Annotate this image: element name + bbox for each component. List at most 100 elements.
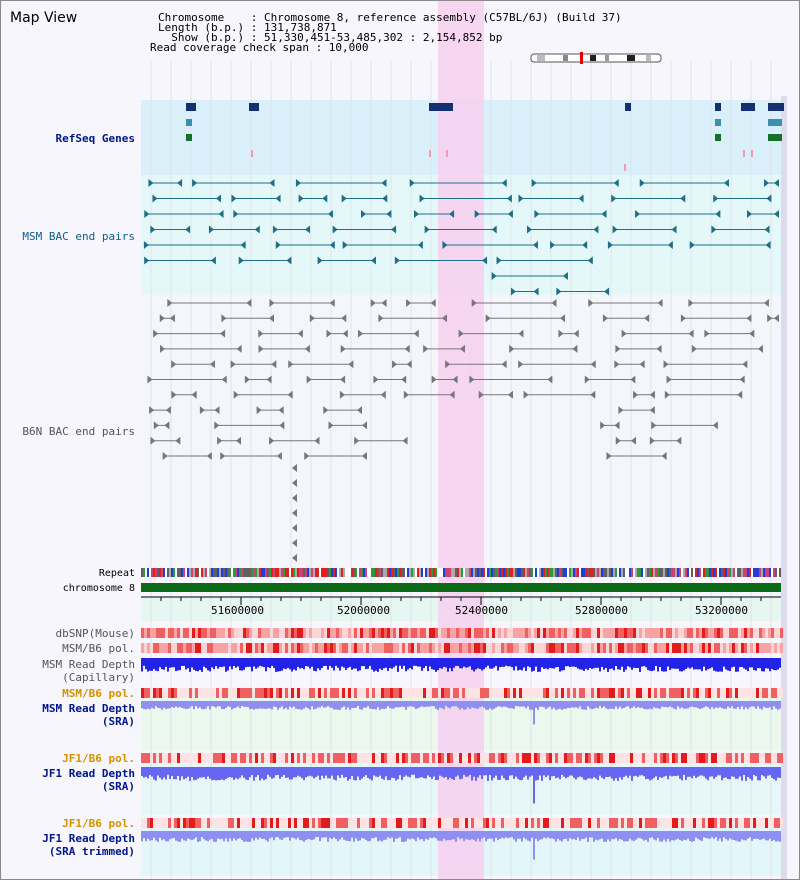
msm-capillary-depth-bar: [511, 658, 513, 668]
msm-sra-depth-bar: [589, 701, 591, 709]
jf1-sra-depth-bar: [369, 767, 371, 780]
jf1-b6-pol-trimmed-heat: [450, 818, 453, 828]
jf1-b6-pol-trimmed-heat: [342, 818, 345, 828]
msm-capillary-depth-bar: [233, 658, 235, 666]
jf1-sra-depth-bar: [571, 767, 573, 776]
msm-capillary-depth-bar: [417, 658, 419, 667]
msm-sra-depth-bar: [389, 701, 391, 709]
dbsnp-heat: [450, 628, 453, 638]
jf1-b6-pol-heat: [531, 753, 534, 763]
refseq-transcript: [186, 119, 192, 126]
msm-capillary-depth-bar: [389, 658, 391, 668]
jf1-b6-pol-heat: [714, 753, 717, 763]
msm-b6-pol-heat: [462, 643, 465, 653]
msm-capillary-depth-bar: [407, 658, 409, 670]
jf1-trimmed-depth-bar: [489, 831, 491, 839]
msm-bac-pair-end: [533, 287, 539, 296]
jf1-trimmed-depth-bar: [267, 831, 269, 842]
track-label-msm-b6-pol-1[interactable]: MSM/B6 pol.: [62, 642, 135, 655]
track-label-jf1-read-depth-trimmed[interactable]: JF1 Read Depth: [42, 832, 135, 845]
b6n-bac-pair-end: [767, 314, 773, 323]
msm-sra-depth-bar: [445, 701, 447, 706]
jf1-trimmed-depth-bar: [243, 831, 245, 842]
msm-b6-pol-heat: [177, 643, 180, 653]
repeat-element: [469, 568, 471, 577]
jf1-trimmed-depth-bar: [455, 831, 457, 842]
msm-sra-depth-bar: [519, 701, 521, 707]
track-label-msm-read-depth-capillary[interactable]: MSM Read Depth: [42, 658, 135, 671]
msm-b6-pol-sra-heat: [393, 688, 396, 698]
repeat-element: [301, 568, 303, 577]
track-label-msm-read-depth-sra[interactable]: MSM Read Depth: [42, 702, 135, 715]
jf1-sra-depth-bar: [171, 767, 173, 776]
msm-b6-pol-heat: [267, 643, 270, 653]
b6n-bac-pair-end: [210, 360, 216, 369]
msm-capillary-depth-bar: [575, 658, 577, 668]
track-label-refseq-genes[interactable]: RefSeq Genes: [55, 132, 135, 145]
jf1-sra-depth-bar: [365, 767, 367, 776]
jf1-b6-pol-heat: [261, 753, 264, 763]
msm-b6-pol-sra-heat: [456, 688, 459, 698]
msm-b6-pol-sra-heat: [663, 688, 666, 698]
track-label-jf1-read-depth-sra[interactable]: JF1 Read Depth: [42, 767, 135, 780]
jf1-trimmed-depth-bar: [193, 831, 195, 840]
jf1-sra-depth-bar: [773, 767, 775, 780]
jf1-sra-depth-bar: [361, 767, 363, 779]
jf1-b6-pol-trimmed-heat: [171, 818, 174, 828]
b6n-bac-pair-end: [357, 329, 363, 338]
jf1-b6-pol-heat: [639, 753, 642, 763]
jf1-sra-depth-bar: [315, 767, 317, 778]
jf1-b6-pol-heat: [351, 753, 354, 763]
jf1-b6-pol-heat: [357, 753, 360, 763]
track-label-jf1-b6-pol-2[interactable]: JF1/B6 pol.: [62, 817, 135, 830]
msm-sra-depth-bar: [365, 701, 367, 708]
msm-b6-pol-sra-heat: [159, 688, 162, 698]
msm-capillary-depth-bar: [243, 658, 245, 670]
jf1-b6-pol-trimmed-heat: [447, 818, 450, 828]
b6n-bac-pair-end: [149, 406, 155, 415]
track-label-repeat[interactable]: Repeat: [98, 568, 135, 579]
jf1-trimmed-depth-bar: [685, 831, 687, 841]
jf1-sra-depth-bar: [687, 767, 689, 777]
track-label-dbsnp[interactable]: dbSNP(Mouse): [55, 627, 135, 640]
track-label-jf1-b6-pol-1[interactable]: JF1/B6 pol.: [62, 752, 135, 765]
b6n-bac-pair-end: [171, 360, 177, 369]
b6n-bac-pair-end: [258, 344, 264, 353]
msm-b6-pol-heat: [651, 643, 654, 653]
jf1-sra-depth-bar: [313, 767, 315, 779]
msm-capillary-depth-bar: [663, 658, 665, 672]
jf1-b6-pol-trimmed-heat: [618, 818, 621, 828]
msm-sra-depth-bar: [563, 701, 565, 709]
jf1-b6-pol-trimmed-heat: [402, 818, 405, 828]
msm-sra-depth-bar: [315, 701, 317, 709]
track-label-msm-bac[interactable]: MSM BAC end pairs: [22, 230, 135, 243]
msm-b6-pol-sra-heat: [219, 688, 222, 698]
msm-b6-pol-heat: [411, 643, 414, 653]
msm-capillary-depth-bar: [527, 658, 529, 667]
msm-b6-pol-sra-heat: [630, 688, 633, 698]
b6n-bac-pair-end: [153, 329, 159, 338]
msm-capillary-depth-bar: [409, 658, 411, 669]
msm-capillary-depth-bar: [195, 658, 197, 671]
msm-b6-pol-sra-heat: [231, 688, 234, 698]
msm-capillary-depth-bar: [465, 658, 467, 668]
jf1-trimmed-depth-bar: [339, 831, 341, 840]
repeat-element: [703, 568, 705, 577]
jf1-trimmed-depth-bar: [529, 831, 531, 842]
jf1-b6-pol-trimmed-heat: [636, 818, 639, 828]
repeat-element: [227, 568, 229, 577]
jf1-trimmed-depth-bar: [333, 831, 335, 838]
jf1-sra-depth-bar: [621, 767, 623, 780]
repeat-element: [347, 568, 349, 577]
repeat-element: [699, 568, 701, 577]
msm-b6-pol-heat: [522, 643, 525, 653]
b6n-bac-pair-end: [757, 344, 763, 353]
msm-b6-pol-sra-heat: [375, 688, 378, 698]
track-label-b6n-bac[interactable]: B6N BAC end pairs: [22, 425, 135, 438]
jf1-sra-depth-bar: [391, 767, 393, 778]
repeat-element: [611, 568, 613, 577]
msm-b6-pol-heat: [744, 643, 747, 653]
track-label-msm-b6-pol-2[interactable]: MSM/B6 pol.: [62, 687, 135, 700]
repeat-element: [201, 568, 203, 577]
